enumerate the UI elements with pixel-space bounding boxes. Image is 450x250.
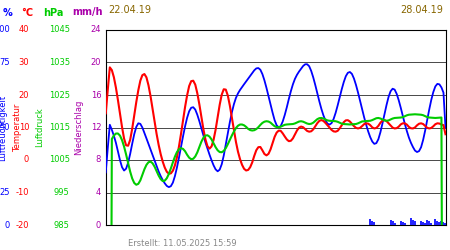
Text: 28.04.19: 28.04.19 (400, 5, 443, 15)
Text: -10: -10 (16, 188, 29, 197)
Text: °C: °C (22, 8, 34, 18)
Bar (438, 222, 441, 225)
Bar (428, 222, 430, 225)
Text: hPa: hPa (43, 8, 63, 18)
Text: 24: 24 (91, 26, 101, 35)
Text: 20: 20 (19, 90, 29, 100)
Bar (404, 223, 406, 225)
Bar (402, 222, 404, 225)
Bar (441, 222, 442, 225)
Text: 1045: 1045 (49, 26, 70, 35)
Bar (374, 222, 375, 225)
Text: 1025: 1025 (49, 90, 70, 100)
Text: 995: 995 (54, 188, 70, 197)
Text: 1015: 1015 (49, 123, 70, 132)
Bar (424, 223, 426, 225)
Text: 0: 0 (24, 156, 29, 164)
Text: 8: 8 (96, 156, 101, 164)
Bar (371, 220, 374, 225)
Text: 20: 20 (91, 58, 101, 67)
Bar (420, 222, 422, 225)
Bar (410, 218, 412, 225)
Text: 50: 50 (0, 123, 10, 132)
Text: 10: 10 (19, 123, 29, 132)
Bar (442, 222, 445, 225)
Text: 12: 12 (91, 123, 101, 132)
Bar (392, 222, 394, 225)
Text: Luftfeuchtigkeit: Luftfeuchtigkeit (0, 94, 7, 160)
Text: 1035: 1035 (49, 58, 70, 67)
Text: Luftdruck: Luftdruck (35, 108, 44, 147)
Text: 100: 100 (0, 26, 10, 35)
Text: 30: 30 (18, 58, 29, 67)
Text: -20: -20 (16, 220, 29, 230)
Bar (414, 222, 416, 225)
Text: 1005: 1005 (49, 156, 70, 164)
Bar (400, 222, 402, 225)
Text: 0: 0 (96, 220, 101, 230)
Bar (394, 223, 396, 225)
Text: 40: 40 (19, 26, 29, 35)
Bar (390, 220, 392, 225)
Bar (412, 220, 414, 225)
Bar (445, 223, 446, 225)
Text: 4: 4 (96, 188, 101, 197)
Bar (430, 223, 432, 225)
Bar (434, 219, 436, 225)
Text: %: % (2, 8, 12, 18)
Text: 22.04.19: 22.04.19 (108, 5, 151, 15)
Bar (369, 219, 371, 225)
Bar (422, 222, 424, 225)
Text: mm/h: mm/h (72, 8, 103, 18)
Bar (436, 220, 438, 225)
Text: 16: 16 (90, 90, 101, 100)
Text: 0: 0 (4, 220, 10, 230)
Text: Temperatur: Temperatur (13, 103, 22, 152)
Bar (426, 220, 428, 225)
Text: 985: 985 (54, 220, 70, 230)
Text: 25: 25 (0, 188, 10, 197)
Text: Erstellt: 11.05.2025 15:59: Erstellt: 11.05.2025 15:59 (128, 238, 237, 248)
Text: Niederschlag: Niederschlag (74, 100, 83, 155)
Text: 75: 75 (0, 58, 10, 67)
